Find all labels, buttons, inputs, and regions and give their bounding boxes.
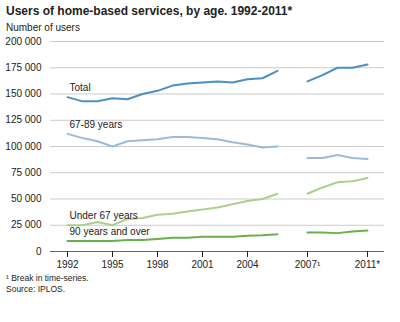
svg-text:0: 0 (36, 246, 42, 257)
svg-text:2004: 2004 (236, 259, 259, 270)
svg-text:100 000: 100 000 (5, 141, 42, 152)
html-text:Number of users: Number of users (6, 22, 80, 33)
html-text:¹ Break in time-series.: ¹ Break in time-series. (6, 273, 89, 283)
svg-text:50 000: 50 000 (11, 193, 42, 204)
svg-text:125 000: 125 000 (5, 114, 42, 125)
svg-text:Total: Total (70, 82, 91, 93)
svg-text:2011*: 2011* (355, 259, 381, 270)
svg-text:150 000: 150 000 (5, 88, 42, 99)
svg-text:25 000: 25 000 (11, 219, 42, 230)
svg-text:67-89 years: 67-89 years (70, 119, 123, 130)
svg-text:1992: 1992 (56, 259, 79, 270)
svg-text:1998: 1998 (146, 259, 169, 270)
svg-text:175 000: 175 000 (5, 62, 42, 73)
svg-text:90 years and over: 90 years and over (70, 226, 151, 237)
html-text:Source: IPLOS.: Source: IPLOS. (6, 284, 66, 294)
svg-text:75 000: 75 000 (11, 167, 42, 178)
svg-text:1995: 1995 (101, 259, 124, 270)
svg-text:2001: 2001 (191, 259, 214, 270)
svg-text:Under 67 years: Under 67 years (70, 210, 138, 221)
svg-text:2007¹: 2007¹ (295, 259, 321, 270)
html-text:Users of home-based services,: Users of home-based services, by age. 19… (6, 4, 293, 18)
svg-text:200 000: 200 000 (5, 36, 42, 47)
